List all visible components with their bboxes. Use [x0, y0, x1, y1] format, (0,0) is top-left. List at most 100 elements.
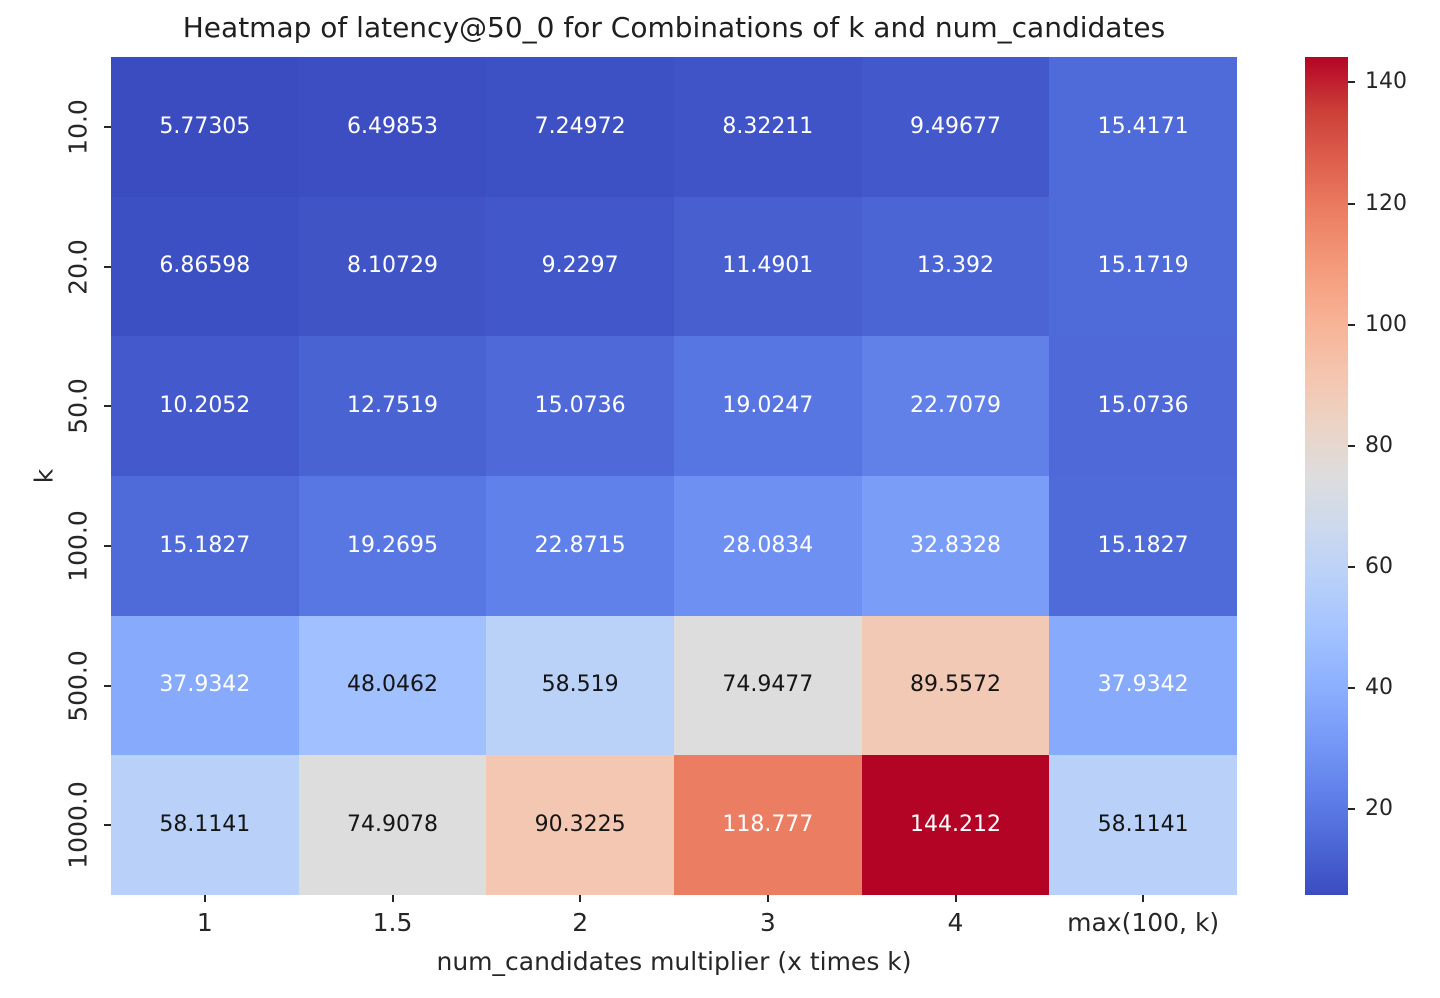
cell-value: 15.1827 — [159, 532, 251, 558]
colorbar-tick-mark — [1348, 444, 1355, 447]
cell-value: 15.1827 — [1097, 532, 1189, 558]
cell-value: 37.9342 — [1097, 672, 1189, 698]
cell-value: 28.0834 — [722, 532, 814, 558]
heatmap-cell: 144.212 — [861, 755, 1050, 895]
heatmap-cell: 22.8715 — [486, 476, 674, 616]
heatmap-cell: 8.32211 — [674, 57, 862, 197]
x-tick-label: 3 — [759, 908, 776, 937]
heatmap-cell: 22.7079 — [861, 336, 1050, 476]
x-tick-label: 4 — [947, 908, 964, 937]
cell-value: 89.5572 — [910, 672, 1001, 698]
heatmap-cell: 9.2297 — [486, 196, 674, 337]
colorbar-tick-mark — [1348, 807, 1355, 810]
cell-value: 9.49677 — [910, 113, 1001, 139]
cell-value: 74.9477 — [722, 672, 814, 698]
y-tick-label: 100.0 — [63, 510, 93, 582]
y-tick-mark — [104, 544, 111, 547]
heatmap-cell: 8.10729 — [298, 196, 487, 337]
cell-value: 15.0736 — [534, 393, 626, 419]
x-tick-label: 1 — [196, 908, 213, 937]
y-axis-label: k — [29, 468, 59, 484]
colorbar-tick-mark — [1348, 81, 1355, 84]
cell-value: 22.7079 — [910, 393, 1001, 419]
cell-value: 74.9078 — [347, 812, 438, 838]
y-tick-mark — [104, 125, 111, 128]
heatmap-cell: 15.1827 — [1049, 476, 1237, 616]
y-tick-mark — [104, 684, 111, 687]
colorbar-tick-label: 120 — [1365, 190, 1407, 216]
x-tick-mark — [1142, 895, 1145, 902]
cell-value: 58.519 — [541, 672, 619, 698]
x-tick-mark — [203, 895, 206, 902]
cell-value: 118.777 — [722, 812, 814, 838]
cell-value: 6.86598 — [159, 253, 251, 279]
chart-title: Heatmap of latency@50_0 for Combinations… — [182, 11, 1166, 44]
x-tick-mark — [766, 895, 769, 902]
heatmap-cell: 58.1141 — [1049, 755, 1237, 895]
y-tick-label: 20.0 — [63, 238, 93, 295]
heatmap-cell: 12.7519 — [298, 336, 487, 476]
colorbar-tick-mark — [1348, 202, 1355, 205]
cell-value: 48.0462 — [347, 672, 438, 698]
cell-value: 5.77305 — [159, 113, 251, 139]
heatmap-cell: 19.0247 — [674, 336, 862, 476]
heatmap-grid: 5.77305 6.49853 7.24972 8.32211 9.49677 15.41… — [111, 57, 1237, 895]
cell-value: 15.1719 — [1097, 253, 1189, 279]
heatmap-cell: 74.9477 — [674, 615, 862, 756]
heatmap-cell: 9.49677 — [861, 57, 1050, 197]
cell-value: 144.212 — [910, 812, 1001, 838]
heatmap-cell: 118.777 — [674, 755, 862, 895]
heatmap-cell: 58.519 — [486, 615, 674, 756]
heatmap-cell: 90.3225 — [486, 755, 674, 895]
heatmap-cell: 32.8328 — [861, 476, 1050, 616]
cell-value: 90.3225 — [534, 812, 626, 838]
colorbar-tick-label: 40 — [1365, 674, 1393, 700]
heatmap-cell: 6.49853 — [298, 57, 487, 197]
heatmap-cell: 89.5572 — [861, 615, 1050, 756]
heatmap-cell: 48.0462 — [298, 615, 487, 756]
cell-value: 37.9342 — [159, 672, 251, 698]
heatmap-cell: 15.4171 — [1049, 57, 1237, 197]
y-tick-mark — [104, 824, 111, 827]
colorbar-tick-label: 20 — [1365, 795, 1393, 821]
y-tick-mark — [104, 265, 111, 268]
cell-value: 11.4901 — [722, 253, 814, 279]
heatmap-cell: 37.9342 — [111, 615, 299, 756]
cell-value: 13.392 — [917, 253, 994, 279]
heatmap-cell: 10.2052 — [111, 336, 299, 476]
colorbar — [1305, 57, 1348, 895]
colorbar-tick-label: 60 — [1365, 553, 1393, 579]
heatmap-cell: 74.9078 — [298, 755, 487, 895]
heatmap-cell: 19.2695 — [298, 476, 487, 616]
heatmap-cell: 5.77305 — [111, 57, 299, 197]
y-tick-label: 500.0 — [63, 649, 93, 722]
cell-value: 15.4171 — [1097, 113, 1189, 139]
x-tick-label: 2 — [572, 908, 589, 937]
heatmap-cell: 15.1719 — [1049, 196, 1237, 337]
heatmap-cell: 37.9342 — [1049, 615, 1237, 756]
cell-value: 19.0247 — [722, 393, 814, 419]
cell-value: 58.1141 — [159, 812, 251, 838]
heatmap-cell: 28.0834 — [674, 476, 862, 616]
x-tick-label: max(100, k) — [1067, 908, 1220, 937]
cell-value: 10.2052 — [159, 393, 251, 419]
heatmap-cell: 15.0736 — [1049, 336, 1237, 476]
x-tick-mark — [391, 895, 394, 902]
colorbar-tick-mark — [1348, 323, 1355, 326]
cell-value: 7.24972 — [534, 113, 626, 139]
heatmap-cell: 7.24972 — [486, 57, 674, 197]
cell-value: 6.49853 — [347, 113, 438, 139]
y-tick-mark — [104, 405, 111, 408]
cell-value: 22.8715 — [534, 532, 626, 558]
cell-value: 15.0736 — [1097, 393, 1189, 419]
heatmap-cell: 58.1141 — [111, 755, 299, 895]
heatmap-cell: 13.392 — [861, 196, 1050, 337]
x-tick-mark — [579, 895, 582, 902]
cell-value: 8.32211 — [722, 113, 814, 139]
colorbar-tick-label: 80 — [1365, 432, 1393, 458]
cell-value: 32.8328 — [910, 532, 1001, 558]
heatmap-cell: 11.4901 — [674, 196, 862, 337]
x-tick-label: 1.5 — [372, 908, 413, 937]
heatmap-cell: 15.1827 — [111, 476, 299, 616]
heatmap-cell: 6.86598 — [111, 196, 299, 337]
